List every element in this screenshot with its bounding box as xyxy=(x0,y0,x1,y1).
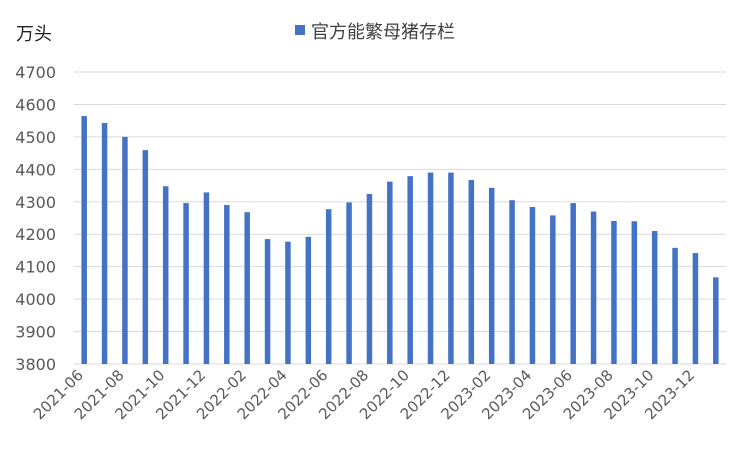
bar xyxy=(427,172,434,364)
bar xyxy=(346,202,352,364)
y-tick-label: 3900 xyxy=(15,323,56,342)
bar xyxy=(142,150,149,364)
bar xyxy=(468,180,475,364)
y-tick-label: 4700 xyxy=(15,63,56,82)
legend-label: 官方能繁母猪存栏 xyxy=(311,22,455,43)
bar xyxy=(488,187,495,364)
bar xyxy=(713,277,719,364)
y-tick-label: 4300 xyxy=(15,193,56,212)
bar xyxy=(651,230,658,364)
bar xyxy=(162,186,169,364)
bar xyxy=(448,172,454,364)
y-tick-label: 4000 xyxy=(15,290,56,309)
y-tick-label: 4100 xyxy=(15,258,56,277)
bar xyxy=(183,203,189,364)
bar xyxy=(325,209,332,364)
bar xyxy=(611,220,617,364)
bar xyxy=(550,215,556,364)
y-tick-label: 4600 xyxy=(15,95,56,114)
legend-swatch xyxy=(295,24,305,35)
bar xyxy=(692,253,699,364)
bar xyxy=(264,239,271,364)
bar xyxy=(244,212,250,364)
y-tick-label: 4200 xyxy=(15,225,56,244)
bar xyxy=(387,181,393,364)
y-axis-unit-label: 万头 xyxy=(16,24,52,45)
bar xyxy=(81,116,87,364)
chart-legend: 官方能繁母猪存栏 xyxy=(0,18,750,44)
bar xyxy=(203,192,210,364)
bar xyxy=(672,247,678,364)
bar xyxy=(224,205,230,364)
bar xyxy=(570,203,576,364)
bar xyxy=(590,211,597,364)
y-tick-label: 3800 xyxy=(15,355,56,374)
bar xyxy=(631,221,638,364)
y-tick-label: 4400 xyxy=(15,160,56,179)
bar xyxy=(509,200,515,364)
bar xyxy=(366,193,373,364)
bar xyxy=(122,136,128,364)
bar xyxy=(407,176,413,364)
y-tick-label: 4500 xyxy=(15,128,56,147)
bar xyxy=(529,206,536,364)
bar xyxy=(101,122,108,364)
bar xyxy=(305,236,312,364)
bar xyxy=(285,241,291,364)
